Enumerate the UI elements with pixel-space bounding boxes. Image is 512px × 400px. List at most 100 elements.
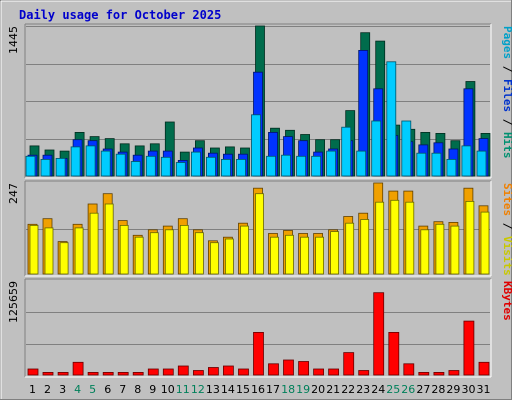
bar-kbytes-day-10 — [162, 368, 174, 376]
side-label-part-4: Hits — [501, 132, 512, 159]
bar-kbytes-day-29 — [448, 370, 460, 376]
bar-pages-day-14 — [220, 158, 231, 177]
y-max-label-pages-files-hits: 1445 — [7, 26, 20, 54]
bar-kbytes-day-19 — [298, 361, 310, 376]
x-tick-label-day-1: 1 — [29, 383, 36, 396]
x-tick-label-day-11: 11 — [176, 383, 190, 396]
bar-pages-day-1 — [25, 155, 36, 177]
bar-pages-day-16 — [251, 114, 261, 177]
x-tick-label-day-19: 19 — [296, 383, 310, 396]
bar-sites-day-17 — [270, 236, 279, 275]
bar-sites-day-11 — [179, 224, 189, 275]
bar-sites-day-23 — [360, 219, 370, 275]
bar-pages-day-9 — [145, 155, 156, 177]
bar-kbytes-day-18 — [283, 359, 294, 376]
x-tick-label-day-17: 17 — [266, 383, 280, 396]
bar-sites-day-5 — [89, 212, 99, 275]
bar-kbytes-day-9 — [147, 368, 159, 376]
x-tick-label-day-27: 27 — [416, 383, 430, 396]
bar-pages-day-7 — [115, 153, 126, 177]
side-label-pages-files-hits: Pages / Files / Hits — [501, 26, 512, 159]
bar-pages-day-3 — [55, 157, 66, 177]
bar-sites-day-25 — [390, 199, 400, 275]
x-tick-label-day-16: 16 — [251, 383, 265, 396]
bar-pages-day-19 — [296, 155, 307, 177]
bar-kbytes-day-21 — [328, 368, 340, 376]
bar-kbytes-day-11 — [177, 365, 189, 376]
x-tick-label-day-7: 7 — [119, 383, 126, 396]
bar-sites-day-2 — [44, 227, 54, 275]
x-tick-label-day-5: 5 — [89, 383, 96, 396]
bar-kbytes-day-26 — [403, 363, 415, 376]
bar-pages-day-2 — [40, 158, 51, 177]
bar-kbytes-day-16 — [253, 331, 264, 376]
chart-title: Daily usage for October 2025 — [19, 8, 221, 22]
bar-pages-day-18 — [281, 154, 291, 177]
bar-pages-day-26 — [401, 120, 412, 177]
bar-pages-day-6 — [100, 150, 111, 177]
bar-pages-day-11 — [175, 162, 186, 177]
bar-pages-day-10 — [160, 156, 171, 177]
bar-kbytes-day-31 — [478, 361, 490, 376]
x-tick-label-day-15: 15 — [236, 383, 250, 396]
bar-kbytes-day-14 — [222, 365, 234, 376]
x-tick-label-day-30: 30 — [462, 383, 476, 396]
bar-pages-day-15 — [236, 158, 246, 177]
bar-sites-day-19 — [300, 236, 310, 275]
bar-sites-day-8 — [134, 236, 144, 275]
side-label-part-2: Visits — [501, 236, 512, 276]
bar-sites-day-29 — [450, 225, 460, 275]
bar-pages-day-23 — [356, 150, 367, 177]
bar-sites-day-20 — [315, 236, 325, 275]
y-max-label-sites-visits: 247 — [7, 183, 20, 204]
bar-kbytes-day-20 — [313, 368, 325, 376]
bar-kbytes-day-8 — [132, 371, 144, 376]
x-tick-label-day-23: 23 — [356, 383, 370, 396]
bar-sites-day-16 — [255, 193, 264, 275]
panel-sites-visits: 247 Sites / Visits — [7, 180, 512, 277]
x-tick-label-day-6: 6 — [104, 383, 111, 396]
chart-panels: 1445 Pages / Files / Hits 247 Sites / Visit… — [7, 23, 512, 378]
bar-kbytes-day-3 — [57, 371, 69, 376]
bar-pages-day-27 — [416, 152, 427, 177]
x-tick-label-day-13: 13 — [206, 383, 220, 396]
bar-sites-day-26 — [405, 201, 415, 275]
bar-sites-day-13 — [209, 242, 219, 275]
bar-kbytes-day-27 — [418, 371, 430, 376]
bar-kbytes-day-12 — [192, 370, 204, 376]
x-tick-label-day-10: 10 — [161, 383, 175, 396]
x-tick-label-day-18: 18 — [281, 383, 295, 396]
bar-kbytes-day-4 — [72, 361, 84, 376]
bar-sites-day-18 — [285, 234, 294, 275]
bar-pages-day-4 — [70, 146, 81, 177]
x-tick-label-day-20: 20 — [311, 383, 325, 396]
x-tick-label-day-9: 9 — [149, 383, 156, 396]
bar-sites-day-21 — [330, 231, 340, 275]
x-tick-label-day-3: 3 — [59, 383, 66, 396]
x-tick-label-day-8: 8 — [134, 383, 141, 396]
bar-kbytes-day-17 — [268, 363, 279, 376]
panel-kbytes: 125659 KBytes — [7, 278, 512, 378]
bar-pages-day-5 — [85, 145, 96, 177]
y-max-label-kbytes: 125659 — [7, 281, 20, 323]
bar-sites-day-22 — [345, 222, 355, 275]
x-tick-label-day-29: 29 — [446, 383, 460, 396]
bar-kbytes-day-7 — [117, 371, 129, 376]
side-label-part-2: Files — [501, 79, 512, 112]
bar-pages-day-12 — [190, 151, 201, 177]
bar-sites-day-1 — [29, 224, 39, 275]
bar-kbytes-day-24 — [373, 292, 385, 376]
bar-kbytes-day-30 — [463, 320, 475, 376]
bar-sites-day-28 — [435, 223, 445, 275]
x-tick-label-day-21: 21 — [326, 383, 340, 396]
x-tick-label-day-24: 24 — [371, 383, 385, 396]
side-label-part-0: KBytes — [501, 281, 512, 321]
bar-sites-day-15 — [240, 225, 249, 275]
bar-sites-day-9 — [149, 232, 159, 275]
x-tick-label-day-14: 14 — [221, 383, 235, 396]
bar-pages-day-30 — [461, 145, 472, 177]
bar-sites-day-6 — [104, 203, 114, 275]
bar-sites-day-24 — [375, 201, 385, 275]
side-label-part-0: Sites — [501, 183, 512, 216]
bar-kbytes-day-13 — [207, 367, 219, 376]
